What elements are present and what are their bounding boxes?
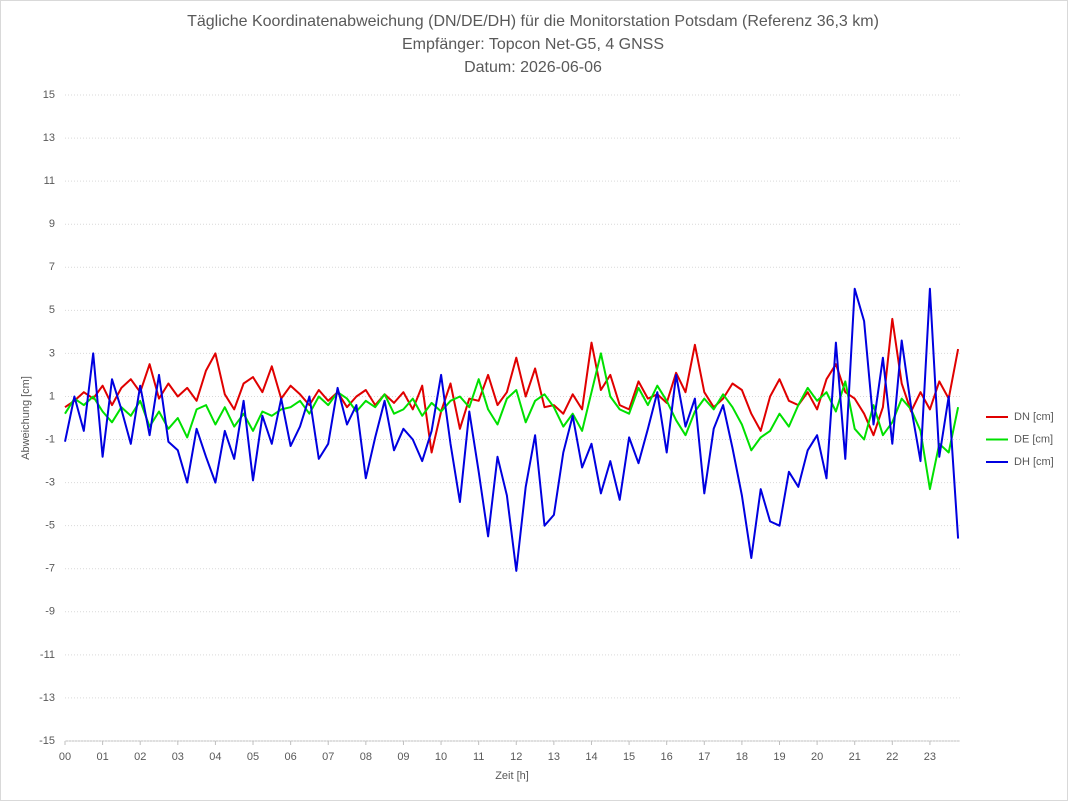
chart-subtitle: Empfänger: Topcon Net-G5, 4 GNSS bbox=[402, 36, 664, 53]
y-tick-label: 1 bbox=[49, 390, 55, 402]
x-tick-label: 10 bbox=[435, 751, 447, 763]
x-tick-label: 07 bbox=[322, 751, 334, 763]
y-tick-label: -13 bbox=[39, 692, 55, 704]
y-tick-label: 15 bbox=[43, 89, 55, 101]
x-tick-label: 11 bbox=[473, 751, 484, 763]
y-tick-label: -9 bbox=[45, 606, 55, 618]
y-tick-label: -15 bbox=[39, 735, 55, 747]
x-tick-label: 22 bbox=[886, 751, 898, 763]
x-tick-label: 12 bbox=[510, 751, 522, 763]
y-tick-label: -7 bbox=[45, 563, 55, 575]
y-tick-label: -1 bbox=[45, 433, 55, 445]
y-tick-label: 7 bbox=[49, 261, 55, 273]
x-tick-label: 20 bbox=[811, 751, 823, 763]
x-tick-label: 03 bbox=[172, 751, 184, 763]
x-tick-label: 23 bbox=[924, 751, 936, 763]
x-tick-label: 08 bbox=[360, 751, 372, 763]
y-tick-label: 5 bbox=[49, 304, 55, 316]
x-tick-label: 06 bbox=[285, 751, 297, 763]
x-tick-label: 16 bbox=[661, 751, 673, 763]
y-tick-label: 11 bbox=[44, 175, 55, 187]
chart-title: Tägliche Koordinatenabweichung (DN/DE/DH… bbox=[187, 13, 879, 30]
x-tick-label: 00 bbox=[59, 751, 71, 763]
y-tick-label: 13 bbox=[43, 132, 55, 144]
x-tick-label: 14 bbox=[585, 751, 597, 763]
y-tick-label: -3 bbox=[45, 477, 55, 489]
series-line bbox=[64, 352, 960, 491]
y-tick-label: 3 bbox=[49, 347, 55, 359]
x-tick-label: 01 bbox=[96, 751, 108, 763]
y-tick-label: -11 bbox=[40, 649, 55, 661]
chart-date: Datum: 2026-06-06 bbox=[464, 59, 602, 76]
x-tick-label: 02 bbox=[134, 751, 146, 763]
x-tick-label: 04 bbox=[209, 751, 221, 763]
y-axis-label: Abweichung [cm] bbox=[20, 376, 32, 460]
legend-label: DE [cm] bbox=[1014, 433, 1053, 445]
x-tick-label: 19 bbox=[773, 751, 785, 763]
x-tick-label: 09 bbox=[397, 751, 409, 763]
legend-label: DN [cm] bbox=[1014, 411, 1054, 423]
x-tick-label: 18 bbox=[736, 751, 748, 763]
series-line bbox=[64, 317, 960, 454]
x-tick-label: 13 bbox=[548, 751, 560, 763]
x-tick-label: 21 bbox=[849, 751, 861, 763]
y-tick-label: 9 bbox=[49, 218, 55, 230]
x-tick-label: 05 bbox=[247, 751, 259, 763]
legend-label: DH [cm] bbox=[1014, 456, 1054, 468]
x-axis-label: Zeit [h] bbox=[495, 770, 529, 782]
y-tick-label: -5 bbox=[45, 520, 55, 532]
x-tick-label: 17 bbox=[698, 751, 710, 763]
series-line bbox=[64, 287, 960, 572]
x-tick-label: 15 bbox=[623, 751, 635, 763]
